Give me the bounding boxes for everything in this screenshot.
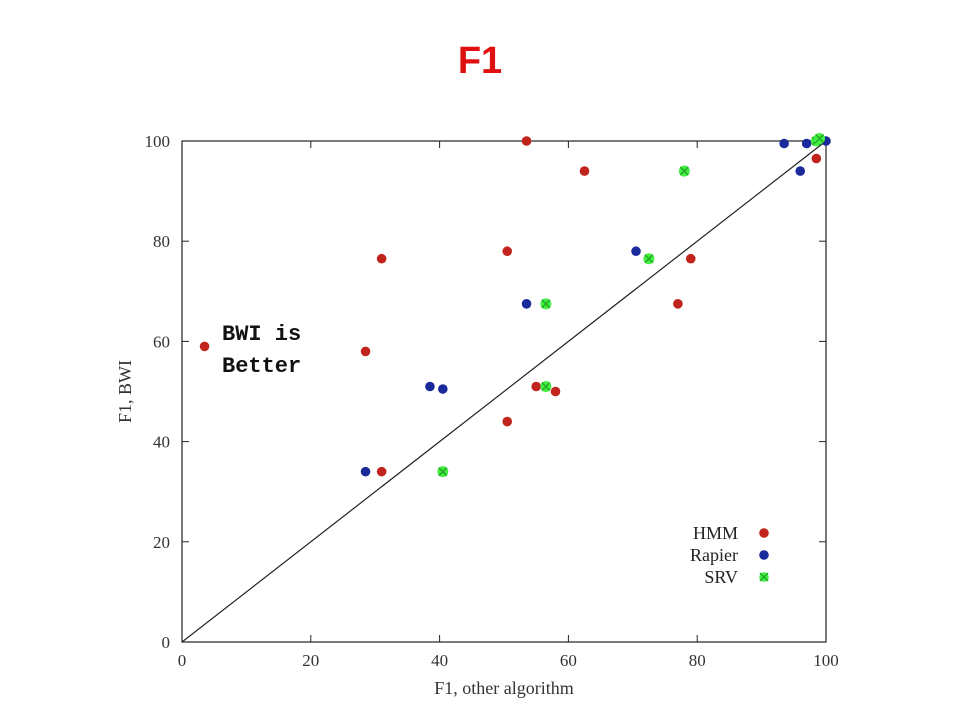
data-point-rapier [438,384,448,394]
x-tick-label: 40 [431,651,448,670]
data-point-hmm [579,166,590,176]
x-tick-label: 20 [302,651,319,670]
legend-marker-x-srv [759,572,769,582]
data-point-rapier [779,138,789,149]
x-tick-label: 0 [178,651,187,670]
data-point-rapier [521,299,532,309]
data-point-hmm [502,416,513,427]
data-point-marker-srv [679,166,689,176]
legend-marker-hmm [759,528,769,538]
diagonal-line [181,140,827,643]
y-tick-label: 40 [153,433,170,452]
data-point-rapier [425,381,435,392]
x-axis-label: F1, other algorithm [434,678,573,698]
y-axis-label: F1, BWI [115,360,135,423]
data-point-rapier [801,138,812,149]
y-tick-label: 0 [162,633,171,652]
y-tick-label: 80 [153,232,170,251]
data-point-hmm [521,136,532,146]
legend-marker-rapier [759,550,769,560]
data-point-marker-srv [438,467,448,477]
data-point-hmm [502,246,513,257]
data-point-hmm [673,299,683,309]
data-point-hmm [199,341,210,352]
legend-label-srv: SRV [704,567,738,587]
data-point-hmm [531,381,541,392]
data-point-rapier [795,166,806,176]
slide-title: F1 [457,40,503,82]
data-point-hmm [360,346,371,357]
data-point-hmm [376,253,387,264]
data-point-marker-srv [541,381,551,392]
annotation-line-2: Better [222,354,301,379]
x-tick-label: 100 [813,651,839,670]
data-point-rapier [631,246,641,257]
data-point-hmm [550,386,561,397]
data-point-marker-srv [541,299,551,309]
x-tick-label: 60 [560,651,577,670]
data-point-rapier [360,466,371,477]
annotation-line-1: BWI is [222,322,301,347]
y-tick-label: 100 [145,132,171,151]
data-point-marker-srv [644,254,654,264]
data-point-marker-srv [815,133,825,144]
legend-label-rapier: Rapier [690,545,738,565]
y-tick-label: 20 [153,533,170,552]
data-point-hmm [811,153,822,164]
y-tick-label: 60 [153,332,170,351]
legend-label-hmm: HMM [693,523,738,543]
x-tick-label: 80 [689,651,706,670]
data-point-hmm [376,466,387,477]
data-point-hmm [685,253,696,264]
plot-frame [181,140,827,643]
